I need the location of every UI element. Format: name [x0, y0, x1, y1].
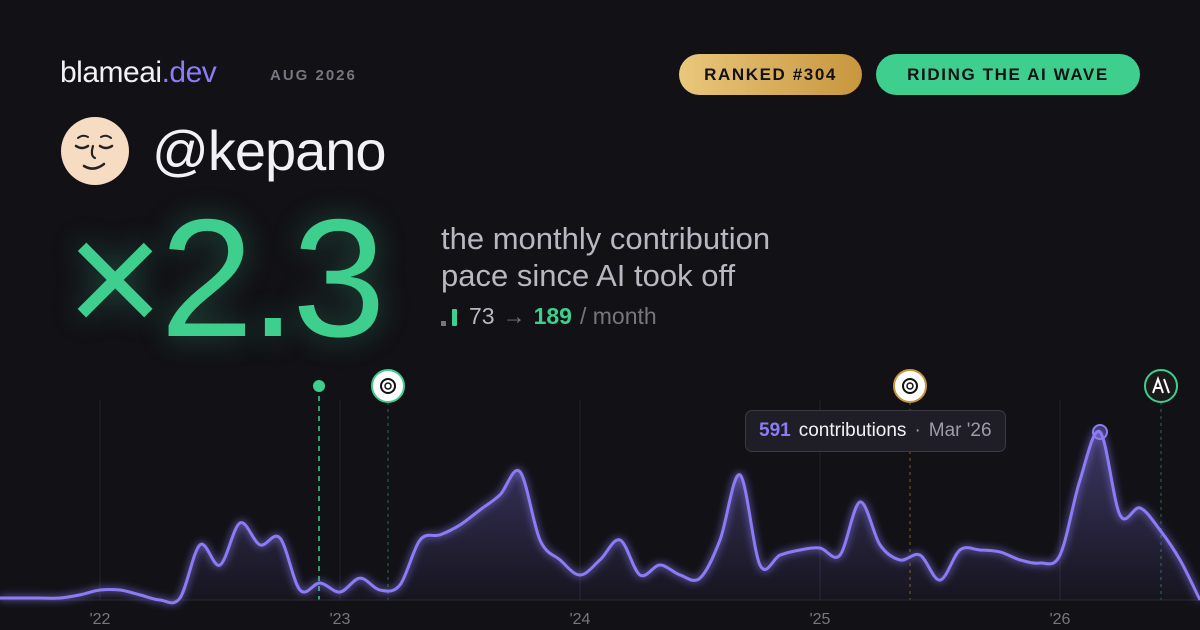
description: the monthly contribution pace since AI to…	[441, 220, 770, 294]
x-tick-label: '26	[1050, 611, 1071, 628]
brand-tld: .dev	[161, 56, 217, 89]
stat-to: 189	[533, 303, 572, 329]
description-line: pace since AI took off	[441, 258, 736, 293]
x-tick-label: '22	[90, 611, 111, 628]
description-line: the monthly contribution	[441, 221, 771, 256]
peak-marker	[1092, 424, 1108, 440]
brand-name: blameai	[60, 56, 162, 89]
x-tick-label: '23	[330, 611, 351, 628]
date: AUG 2026	[270, 67, 357, 84]
stat-arrow: →	[502, 303, 526, 329]
area	[0, 431, 1200, 603]
x-tick-label: '24	[570, 611, 591, 628]
openai-icon	[371, 369, 405, 403]
rank-badge: RANKED #304	[679, 54, 862, 95]
username: @kepano	[152, 119, 387, 182]
tooltip: 591 contributions · Mar '26	[745, 410, 1006, 452]
avatar	[61, 117, 129, 185]
multiplier: ×2.3	[66, 184, 386, 372]
grid: '22 '23 '24 '25 '26	[90, 400, 1071, 628]
line	[0, 429, 1200, 605]
tooltip-separator: ·	[914, 420, 921, 441]
stats-icon	[441, 308, 457, 326]
tooltip-value: 591	[759, 420, 791, 441]
brand: blameai.dev	[60, 56, 217, 90]
chart: '22 '23 '24 '25 '26	[0, 369, 1200, 628]
x-tick-label: '25	[810, 611, 831, 628]
stats: 73 → 189 / month	[441, 303, 657, 330]
status-badge: RIDING THE AI WAVE	[876, 54, 1140, 95]
openai-icon	[893, 369, 927, 403]
stat-from: 73	[469, 303, 495, 329]
anthropic-icon	[1144, 369, 1178, 403]
stat-unit: / month	[579, 303, 657, 329]
tooltip-label: contributions	[798, 420, 907, 441]
event-dot	[313, 380, 325, 392]
tooltip-date: Mar '26	[928, 420, 992, 441]
